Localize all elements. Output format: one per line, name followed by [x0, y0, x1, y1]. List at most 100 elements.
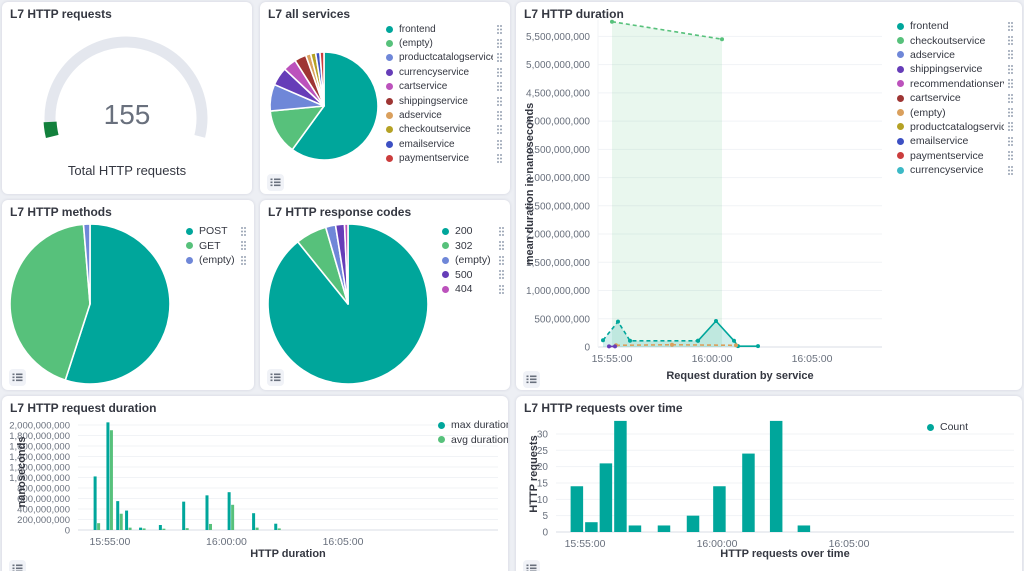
pie-slice-(empty)[interactable]	[82, 223, 91, 305]
pie-slice-POST[interactable]	[64, 223, 171, 385]
bar-Count[interactable]	[628, 525, 642, 532]
legend-item-label[interactable]: paymentservice	[910, 149, 984, 162]
legend-item-actions-icon[interactable]	[240, 255, 248, 266]
legend-item-actions-icon[interactable]	[496, 110, 504, 121]
legend-item-label[interactable]: checkoutservice	[399, 124, 471, 136]
legend-item-label[interactable]: checkoutservice	[910, 34, 986, 47]
legend-item-label[interactable]: frontend	[399, 23, 436, 35]
bar-avg duration[interactable]	[97, 523, 101, 530]
legend-item-actions-icon[interactable]	[498, 240, 506, 251]
bar-avg duration[interactable]	[255, 527, 259, 530]
pie-slice-frontend[interactable]	[291, 51, 379, 161]
legend-item-actions-icon[interactable]	[496, 81, 504, 92]
legend-item-label[interactable]: (empty)	[399, 38, 433, 50]
legend-item-actions-icon[interactable]	[1007, 121, 1015, 132]
legend-item-label[interactable]: (empty)	[199, 254, 235, 267]
legend-item-actions-icon[interactable]	[496, 67, 504, 78]
legend-item-label[interactable]: adservice	[399, 110, 442, 122]
bar-avg duration[interactable]	[142, 528, 146, 530]
legend-item-label[interactable]: (empty)	[455, 254, 491, 267]
legend-item-label[interactable]: cartservice	[399, 81, 448, 93]
bar-max duration[interactable]	[182, 501, 186, 530]
legend-item-label[interactable]: max duration	[451, 419, 508, 432]
legend-item-actions-icon[interactable]	[1007, 49, 1015, 60]
bar-max duration[interactable]	[158, 525, 162, 530]
bar-max duration[interactable]	[106, 422, 110, 530]
bar-Count[interactable]	[797, 525, 811, 532]
legend-item-actions-icon[interactable]	[498, 226, 506, 237]
legend-item-label[interactable]: emailservice	[910, 135, 969, 148]
pie-slice-GET[interactable]	[9, 223, 91, 381]
legend-item-label[interactable]: Count	[940, 421, 969, 434]
legend-item-label[interactable]: 500	[455, 268, 473, 281]
bar-avg duration[interactable]	[128, 527, 132, 530]
bar-max duration[interactable]	[139, 527, 143, 530]
bar-max duration[interactable]	[125, 510, 129, 530]
legend-item-actions-icon[interactable]	[498, 284, 506, 295]
legend-item-actions-icon[interactable]	[498, 255, 506, 266]
bar-Count[interactable]	[570, 486, 584, 532]
legend-toggle-button[interactable]	[523, 560, 540, 571]
bar-Count[interactable]	[614, 420, 627, 532]
legend-item-label[interactable]: paymentservice	[399, 153, 470, 165]
legend-item-label[interactable]: cartservice	[910, 92, 961, 105]
bar-Count[interactable]	[742, 453, 755, 532]
pie-slice-paymentservice[interactable]	[319, 51, 325, 107]
legend-item-label[interactable]: avg duration	[451, 433, 508, 446]
legend-item-label[interactable]: currencyservice	[910, 164, 984, 177]
legend-item-label[interactable]: 404	[455, 283, 473, 296]
legend-item-label[interactable]: emailservice	[399, 138, 455, 150]
legend-toggle-button[interactable]	[267, 174, 284, 191]
legend-toggle-button[interactable]	[267, 369, 284, 386]
legend-item-actions-icon[interactable]	[1007, 35, 1015, 46]
legend-item-label[interactable]: adservice	[910, 48, 955, 61]
legend-item-actions-icon[interactable]	[496, 38, 504, 49]
legend-item-actions-icon[interactable]	[1007, 165, 1015, 176]
bar-avg duration[interactable]	[162, 528, 166, 530]
legend-item-label[interactable]: 302	[455, 239, 473, 252]
legend-item-actions-icon[interactable]	[1007, 78, 1015, 89]
legend-item-label[interactable]: 200	[455, 225, 473, 238]
legend-item-actions-icon[interactable]	[496, 153, 504, 164]
legend-item-actions-icon[interactable]	[1007, 64, 1015, 75]
legend-item-actions-icon[interactable]	[1007, 107, 1015, 118]
legend-item-label[interactable]: shippingservice	[910, 63, 983, 76]
bar-max duration[interactable]	[252, 513, 256, 530]
pie-slice-404[interactable]	[343, 223, 349, 305]
legend-item-label[interactable]: frontend	[910, 20, 949, 33]
legend-item-actions-icon[interactable]	[240, 226, 248, 237]
legend-item-actions-icon[interactable]	[1007, 150, 1015, 161]
legend-item-label[interactable]: GET	[199, 239, 221, 252]
legend-item-label[interactable]: shippingservice	[399, 95, 468, 107]
legend-item-actions-icon[interactable]	[1007, 21, 1015, 32]
legend-item-actions-icon[interactable]	[1007, 136, 1015, 147]
legend-toggle-button[interactable]	[9, 369, 26, 386]
bar-avg duration[interactable]	[208, 523, 212, 530]
legend-item-label[interactable]: (empty)	[910, 106, 946, 119]
bar-Count[interactable]	[599, 463, 613, 532]
bar-Count[interactable]	[657, 525, 671, 532]
legend-item-label[interactable]: recommendationservice	[910, 77, 1004, 90]
legend-item-label[interactable]: productcatalogservice	[910, 120, 1004, 133]
bar-max duration[interactable]	[93, 476, 97, 530]
legend-item-actions-icon[interactable]	[498, 269, 506, 280]
legend-toggle-button[interactable]	[523, 371, 540, 388]
legend-item-actions-icon[interactable]	[1007, 93, 1015, 104]
legend-item-label[interactable]: POST	[199, 225, 228, 238]
legend-item-actions-icon[interactable]	[496, 24, 504, 35]
bar-avg duration[interactable]	[277, 528, 281, 530]
legend-item-actions-icon[interactable]	[496, 124, 504, 135]
legend-item-actions-icon[interactable]	[496, 96, 504, 107]
bar-avg duration[interactable]	[231, 504, 235, 530]
legend-item-actions-icon[interactable]	[496, 52, 504, 63]
bar-Count[interactable]	[686, 515, 700, 532]
bar-Count[interactable]	[585, 522, 598, 532]
legend-item-label[interactable]: currencyservice	[399, 66, 470, 78]
bar-max duration[interactable]	[227, 492, 231, 530]
bar-Count[interactable]	[769, 420, 783, 532]
legend-toggle-button[interactable]	[9, 560, 26, 571]
bar-max duration[interactable]	[205, 495, 209, 530]
bar-avg duration[interactable]	[119, 513, 123, 530]
bar-max duration[interactable]	[274, 523, 278, 530]
legend-item-actions-icon[interactable]	[240, 240, 248, 251]
